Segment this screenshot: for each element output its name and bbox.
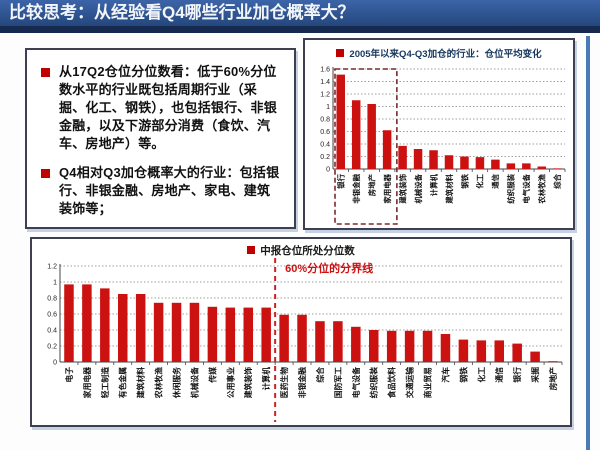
svg-text:通信: 通信 [494, 367, 504, 383]
svg-text:家用电器: 家用电器 [82, 367, 92, 398]
svg-text:汽车: 汽车 [440, 367, 450, 383]
svg-text:1: 1 [326, 104, 330, 111]
svg-text:计算机: 计算机 [429, 173, 438, 196]
legend-square-icon [247, 246, 256, 254]
chart1-legend: 2005年以来Q4-Q3加仓的行业：仓位平均变化 [307, 44, 571, 62]
svg-text:采掘: 采掘 [530, 367, 540, 384]
bullet-square-icon [41, 168, 50, 178]
bullet-text: 从17Q2仓位分位数看：低于60%分位数水平的行业既包括周期行业（采掘、化工、钢… [59, 64, 277, 151]
svg-text:电气设备: 电气设备 [522, 173, 531, 203]
svg-text:0.4: 0.4 [320, 141, 330, 148]
svg-text:公用事业: 公用事业 [225, 367, 235, 398]
percentile-bar-chart: 0 0.2 0.4 0.6 0.8 1 1.2 电子 家用电器 轻工制造 有色金属 建筑材料 农林牧渔休… [47, 258, 563, 422]
svg-text:非银金融: 非银金融 [297, 367, 307, 398]
bullet-item: 从17Q2仓位分位数看：低于60%分位数水平的行业既包括周期行业（采掘、化工、钢… [39, 63, 283, 153]
title-bar: 比较思考：从经验看Q4哪些行业加仓概率大？ [0, 0, 600, 26]
svg-text:传媒: 传媒 [207, 367, 217, 384]
svg-text:0.6: 0.6 [47, 311, 57, 318]
svg-text:银行: 银行 [337, 173, 346, 188]
svg-text:综合: 综合 [315, 367, 325, 383]
svg-text:农林牧渔: 农林牧渔 [154, 367, 164, 399]
chart1-legend-label: 2005年以来Q4-Q3加仓的行业：仓位平均变化 [349, 49, 542, 60]
svg-text:有色金属: 有色金属 [118, 367, 128, 398]
svg-text:国防军工: 国防军工 [333, 367, 343, 398]
svg-text:农林牧渔: 农林牧渔 [538, 173, 547, 204]
svg-text:1.2: 1.2 [47, 263, 57, 270]
bullet-text: Q4相对Q3加仓概率大的行业：包括银行、非银金融、房地产、家电、建筑装饰等； [59, 164, 280, 216]
key-points-panel: 从17Q2仓位分位数看：低于60%分位数水平的行业既包括周期行业（采掘、化工、钢… [25, 48, 296, 229]
svg-text:机械设备: 机械设备 [414, 173, 423, 203]
svg-text:休闲服务: 休闲服务 [171, 367, 181, 399]
svg-text:钢铁: 钢铁 [460, 173, 469, 188]
bullet-item: Q4相对Q3加仓概率大的行业：包括银行、非银金融、房地产、家电、建筑装饰等； [39, 164, 283, 218]
svg-text:0: 0 [326, 166, 330, 173]
svg-text:0.8: 0.8 [320, 116, 330, 123]
svg-text:轻工制造: 轻工制造 [100, 367, 110, 398]
svg-text:0.2: 0.2 [320, 154, 330, 161]
svg-text:纺织服装: 纺织服装 [369, 367, 379, 398]
page-title: 比较思考：从经验看Q4哪些行业加仓概率大？ [9, 3, 355, 22]
svg-text:非银金融: 非银金融 [352, 173, 361, 203]
svg-text:医药生物: 医药生物 [279, 367, 289, 398]
q4-q3-bar-chart: 0 0.2 0.4 0.6 0.8 1 1.2 1.4 1.6 银行 非银金融 房地产 家用电器 建筑装饰… [320, 66, 566, 225]
svg-text:建筑装饰: 建筑装饰 [243, 367, 253, 399]
svg-text:建筑装饰: 建筑装饰 [398, 173, 407, 204]
svg-text:1.6: 1.6 [320, 66, 330, 73]
svg-text:建筑材料: 建筑材料 [136, 367, 146, 399]
bullet-square-icon [41, 68, 50, 77]
svg-text:房地产: 房地产 [367, 174, 376, 197]
title-strip-divider [0, 26, 600, 33]
svg-text:通信: 通信 [491, 173, 500, 188]
right-edge-rule [586, 36, 590, 450]
chart2-legend: 中报仓位所处分位数 [34, 242, 568, 258]
svg-text:机械设备: 机械设备 [189, 367, 199, 398]
svg-text:1.4: 1.4 [320, 79, 330, 86]
svg-text:银行: 银行 [512, 367, 522, 384]
svg-text:计算机: 计算机 [261, 367, 271, 391]
svg-text:电气设备: 电气设备 [351, 367, 361, 398]
q4-q3-industry-chart-panel: 2005年以来Q4-Q3加仓的行业：仓位平均变化 0 0.2 0.4 0.6 0.8 1 1… [303, 38, 575, 230]
chart2-legend-label: 中报仓位所处分位数 [260, 244, 355, 257]
svg-text:1: 1 [53, 279, 57, 286]
svg-text:纺织服装: 纺织服装 [507, 173, 516, 203]
svg-text:家用电器: 家用电器 [383, 173, 392, 203]
svg-text:0.2: 0.2 [47, 343, 57, 350]
svg-text:0: 0 [53, 359, 57, 366]
svg-text:房地产: 房地产 [548, 367, 558, 391]
svg-text:交通运输: 交通运输 [405, 367, 415, 398]
svg-text:化工: 化工 [476, 173, 485, 188]
svg-text:60%分位的分界线: 60%分位的分界线 [285, 261, 373, 275]
svg-text:建筑材料: 建筑材料 [445, 173, 454, 204]
svg-text:食品饮料: 食品饮料 [387, 367, 397, 398]
svg-text:综合: 综合 [553, 173, 562, 188]
svg-text:电子: 电子 [64, 367, 74, 383]
svg-text:钢铁: 钢铁 [458, 367, 468, 383]
svg-text:化工: 化工 [476, 367, 486, 383]
legend-square-icon [336, 49, 345, 57]
midreport-percentile-chart-panel: 中报仓位所处分位数 0 0.2 0.4 0.6 0.8 1 1.2 电子 家用电器 轻工制造 有色金… [30, 237, 572, 427]
svg-text:0.4: 0.4 [47, 327, 57, 334]
svg-text:1.2: 1.2 [320, 91, 330, 98]
svg-text:0.6: 0.6 [320, 129, 330, 136]
svg-text:0.8: 0.8 [47, 295, 57, 302]
svg-text:商业贸易: 商业贸易 [422, 367, 432, 398]
